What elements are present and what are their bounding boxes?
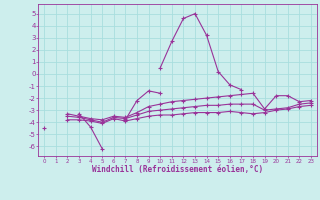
X-axis label: Windchill (Refroidissement éolien,°C): Windchill (Refroidissement éolien,°C) <box>92 165 263 174</box>
